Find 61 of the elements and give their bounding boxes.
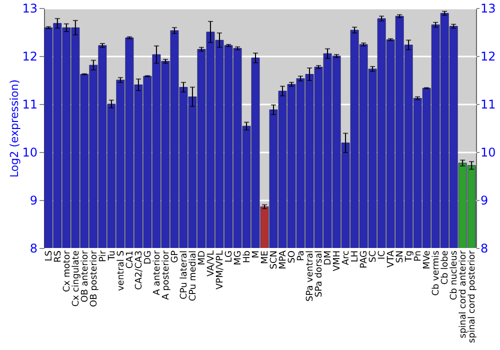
x-tick-label: Tu [107, 250, 118, 262]
x-tick-label: Hb [242, 250, 252, 263]
x-tick-label: DG [143, 250, 154, 264]
x-tick-label: IC [378, 250, 388, 260]
x-tick-label: Pn [414, 250, 424, 262]
x-tick-label: Pa [296, 250, 307, 262]
y-tick-label: 9 [30, 194, 38, 208]
x-tick-label: Cb lobe [440, 250, 451, 285]
x-tick-label: SO [288, 250, 298, 264]
y2-tick-label: 11 [480, 98, 496, 112]
x-tick-label: CPu lateral [179, 250, 190, 300]
x-tick-label: MG [233, 250, 244, 266]
x-tick-label: SN [396, 250, 406, 263]
x-tick-label: Cx cingulate [71, 250, 82, 307]
x-tick-label: GP [170, 250, 180, 263]
y2-tick-label: 9 [480, 194, 488, 208]
x-tick-label: Cb nucleus [450, 250, 460, 300]
y2-tick-label: 10 [480, 146, 496, 160]
x-tick-label: VPM/VPL [215, 250, 226, 290]
x-tick-label: VTA [386, 250, 397, 268]
x-tick-label: LS [44, 250, 54, 262]
y-tick-label: 11 [22, 98, 38, 112]
x-tick-label: A posterior [161, 250, 172, 300]
x-tick-label: MPA [278, 250, 289, 270]
x-tick-label: Pir [98, 250, 108, 262]
x-tick-label: LG [224, 250, 234, 262]
y2-tick-label: 8 [480, 242, 488, 256]
x-tick-label: PAG [360, 250, 370, 268]
x-tick-label: DM [324, 250, 334, 266]
x-tick-label: spinal cord posterior [468, 250, 478, 343]
x-tick-label: SPa dorsal [314, 250, 325, 298]
x-tick-label: MD [197, 250, 208, 266]
x-tick-label: OB posterior [89, 250, 100, 308]
x-tick-label: VMH [332, 250, 343, 272]
x-tick-label: SC [368, 250, 379, 262]
x-tick-label: spinal cord anterior [458, 250, 469, 338]
x-tick-label: Cb vermis [432, 250, 442, 296]
x-tick-label: Tg [404, 250, 415, 263]
x-tick-label: CA1 [125, 250, 136, 269]
x-tick-label: SPa ventral [306, 250, 316, 302]
x-tick-label: M [252, 250, 262, 258]
x-tick-label: RS [53, 250, 64, 262]
x-tick-label: CA2/CA3 [134, 250, 144, 290]
y-tick-label: 8 [30, 242, 38, 256]
y2-tick-label: 13 [480, 2, 496, 16]
x-tick-label: VA/VL [206, 250, 216, 276]
y-axis-title: Log2 (expression) [8, 79, 22, 178]
x-tick-label: A anterior [152, 250, 162, 296]
x-tick-label: MVe [422, 250, 433, 270]
x-tick-label: Cx motor [62, 250, 72, 292]
y-tick-label: 10 [22, 146, 38, 160]
y-tick-label: 13 [22, 2, 38, 16]
x-tick-label: SCN [270, 250, 280, 270]
y-tick-label: 12 [22, 50, 38, 64]
x-tick-label: ventral S [116, 250, 126, 291]
x-tick-label: OB anterior [80, 250, 90, 302]
x-tick-label: Arc [342, 250, 352, 266]
x-tick-label: ME [260, 250, 270, 264]
y2-tick-label: 12 [480, 50, 496, 64]
x-tick-label: LH [350, 250, 361, 262]
x-tick-label: CPu medial [188, 250, 198, 302]
